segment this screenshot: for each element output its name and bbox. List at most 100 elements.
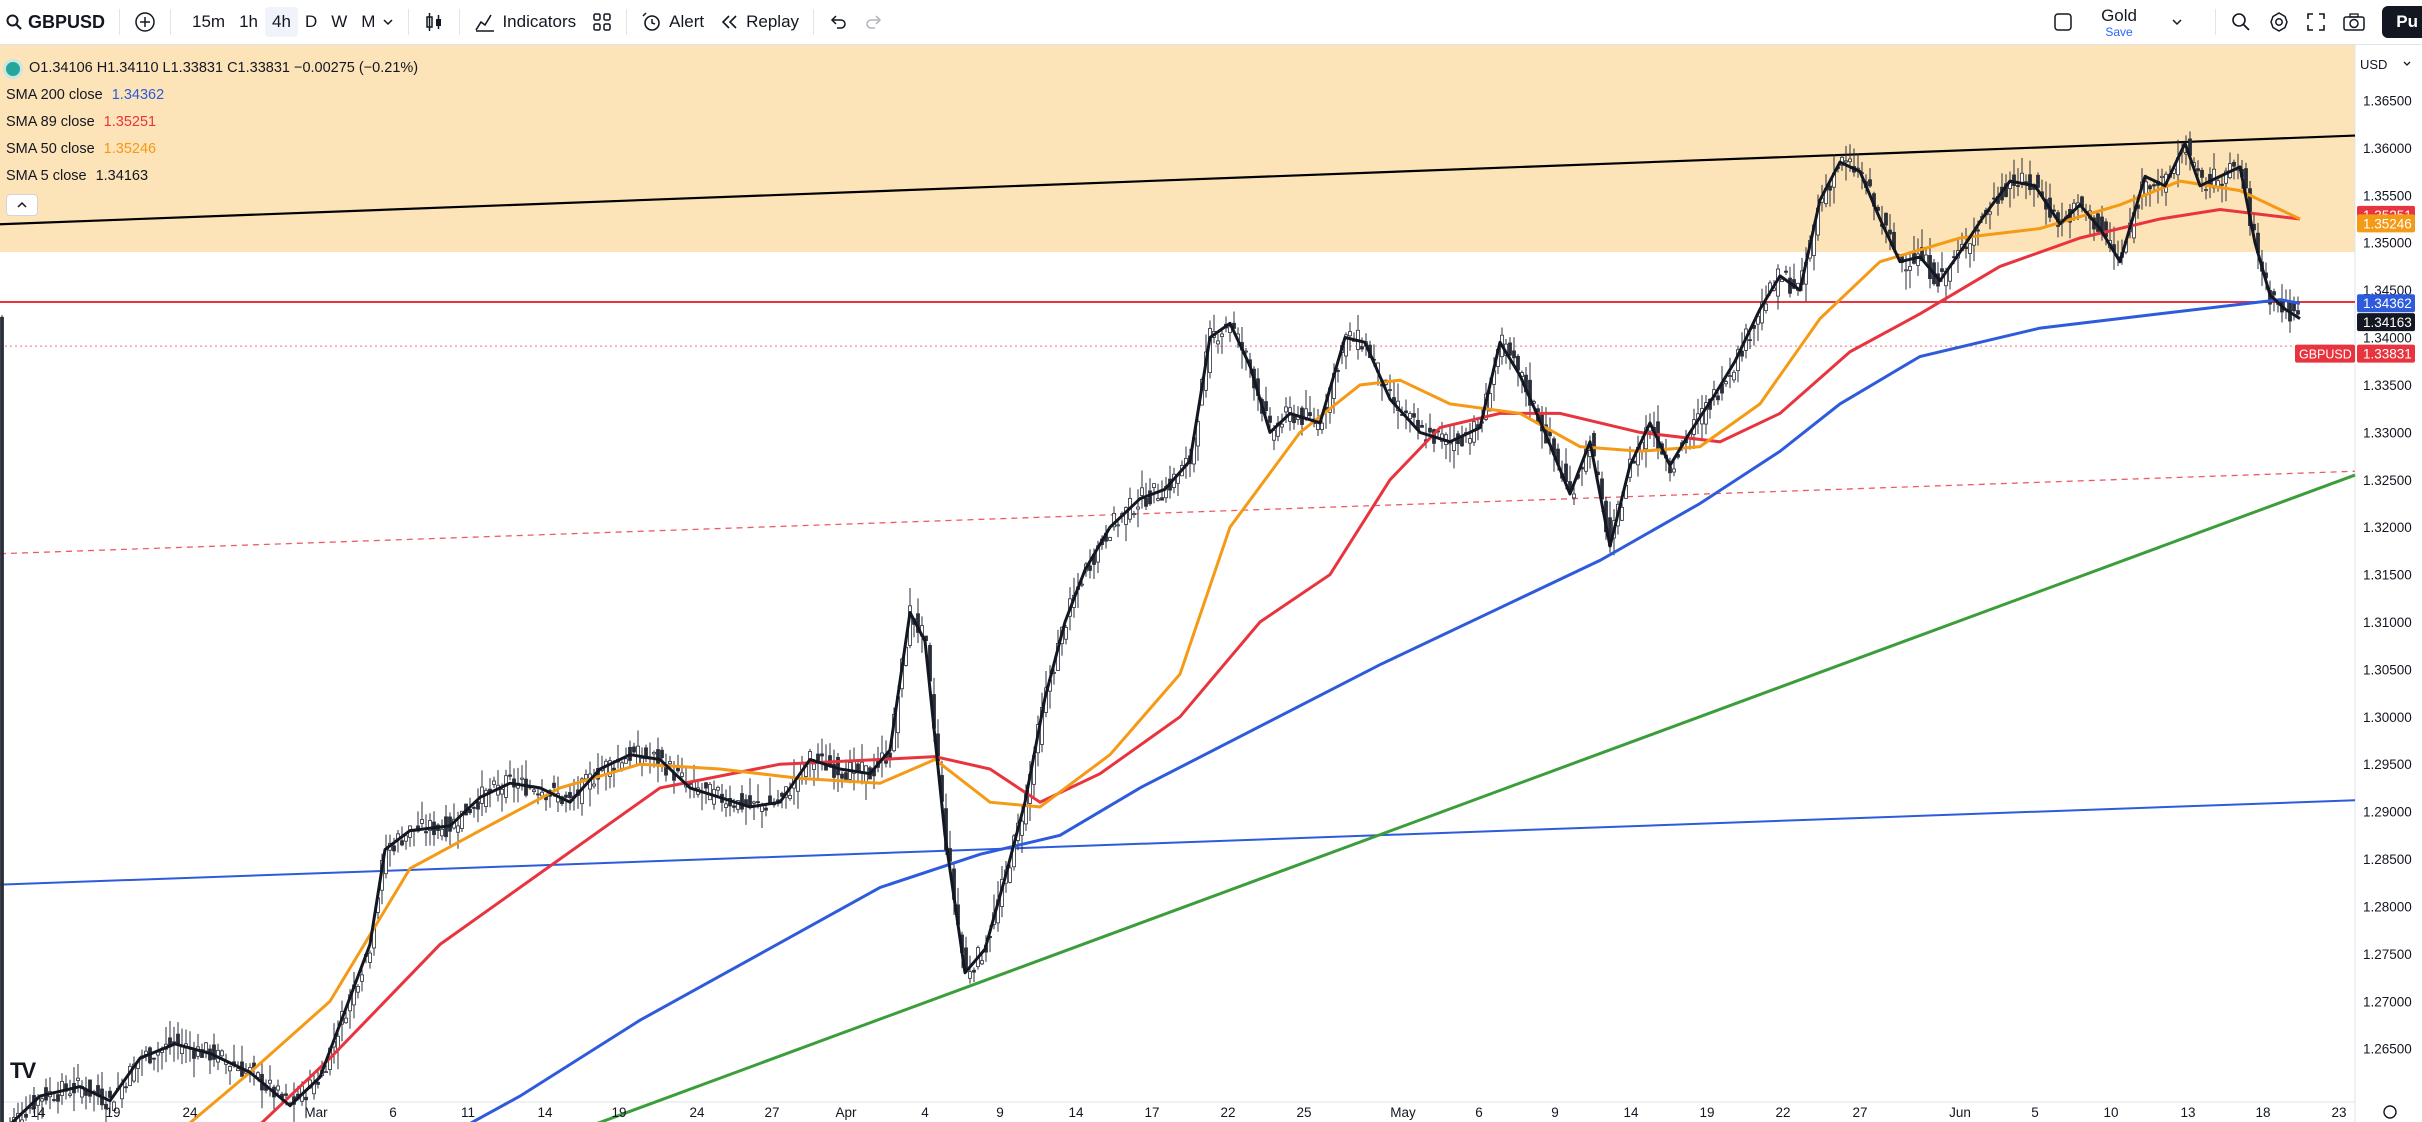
candle-down <box>1336 370 1340 372</box>
candle-down <box>1884 212 1888 226</box>
currency-selector[interactable]: USD <box>2356 51 2416 77</box>
candle-down <box>568 792 572 799</box>
candle-down <box>0 316 4 1122</box>
price-tick-label: 1.29000 <box>2363 805 2412 820</box>
interval-1h[interactable]: 1h <box>239 12 259 31</box>
candle-up <box>624 758 628 764</box>
time-tick-label: 18 <box>2255 1105 2270 1120</box>
time-tick-label: 25 <box>1296 1105 1311 1120</box>
candle-up <box>1908 266 1912 271</box>
blue-trendline <box>0 799 2356 886</box>
candle-down <box>1144 497 1148 507</box>
time-tick-label: 22 <box>1775 1105 1790 1120</box>
alert-button[interactable]: Alert <box>633 0 712 44</box>
tradingview-logo[interactable]: TV <box>10 1058 36 1083</box>
candle-up <box>1152 483 1156 488</box>
candle-down <box>304 1096 308 1101</box>
candle-down <box>424 831 428 834</box>
candle-down <box>676 767 680 772</box>
layouts-button[interactable] <box>584 0 620 44</box>
candle-up <box>680 772 684 777</box>
save-link[interactable]: Save <box>2105 24 2133 39</box>
legend-collapse-button[interactable] <box>6 194 38 216</box>
layout-toggle-button[interactable] <box>2045 0 2081 44</box>
visibility-dot-icon[interactable] <box>6 61 20 76</box>
candle-down <box>840 773 844 779</box>
candle-down <box>732 805 736 808</box>
symbol-tag-label: GBPUSD <box>2299 348 2352 362</box>
interval-m[interactable]: M <box>361 12 376 31</box>
candle-down <box>1412 413 1416 418</box>
candle-up <box>428 820 432 831</box>
indicators-label: Indicators <box>502 12 577 31</box>
undo-button[interactable] <box>820 0 856 44</box>
toolbar-divider <box>813 9 815 35</box>
candle-up <box>1320 422 1324 430</box>
time-tick-label: 11 <box>461 1105 475 1120</box>
price-tick-label: 1.32000 <box>2363 520 2412 535</box>
replay-button[interactable]: Replay <box>712 0 807 44</box>
candle-down <box>2028 174 2032 191</box>
chevron-down-icon <box>2172 19 2182 26</box>
time-tick-label: 9 <box>996 1105 1004 1120</box>
candle-down <box>764 807 768 811</box>
candle-up <box>1904 269 1908 272</box>
rewind-icon <box>721 15 737 29</box>
legend-sma89[interactable]: SMA 89 close 1.35251 <box>6 109 427 136</box>
candle-down <box>2296 310 2300 315</box>
settings-button[interactable] <box>2260 0 2298 44</box>
candle-down <box>972 969 976 973</box>
candle-up <box>500 788 504 795</box>
price-tag: 1.34163 <box>2357 313 2415 332</box>
symbol-search-button[interactable]: GBPUSD <box>0 0 113 44</box>
quick-search-button[interactable] <box>2222 0 2260 44</box>
candle-down <box>552 782 556 788</box>
channel-dashed-line <box>0 470 2356 555</box>
interval-w[interactable]: W <box>331 12 348 31</box>
price-tag-label: 1.35246 <box>2363 216 2412 231</box>
price-tick-label: 1.35000 <box>2363 236 2412 251</box>
sma5-value: 1.34163 <box>95 168 149 184</box>
candle-down <box>704 782 708 789</box>
price-tick-label: 1.28000 <box>2363 899 2412 914</box>
chevron-down-icon <box>2403 61 2411 66</box>
interval-group: 15m 1h 4h D W M <box>177 0 402 44</box>
legend-sma50[interactable]: SMA 50 close 1.35246 <box>6 136 427 163</box>
price-tick-label: 1.35500 <box>2363 188 2412 203</box>
interval-15m[interactable]: 15m <box>192 12 226 31</box>
candle-down <box>820 753 824 757</box>
candle-down <box>200 1049 204 1058</box>
price-chart[interactable]: 1.365001.360001.355001.350001.345001.340… <box>0 45 2422 1122</box>
redo-button[interactable] <box>856 0 892 44</box>
chevron-down-icon[interactable] <box>382 16 394 28</box>
candle-down <box>632 746 636 753</box>
price-tick-label: 1.32500 <box>2363 473 2412 488</box>
candle-up <box>1760 301 1764 324</box>
chart-area[interactable]: 1.36500 1.36000 1.35500 1.35000 1.34500 1.340… <box>0 45 2422 1122</box>
upper-trendline <box>0 134 2356 226</box>
toolbar-divider <box>170 9 172 35</box>
candle-down <box>1828 185 1832 191</box>
interval-d[interactable]: D <box>304 12 318 31</box>
candle-down <box>1668 466 1672 474</box>
snapshot-button[interactable] <box>2334 0 2374 44</box>
compare-symbol-button[interactable] <box>126 0 164 44</box>
candle-down <box>536 793 540 796</box>
interval-4h[interactable]: 4h <box>265 7 298 37</box>
chart-type-button[interactable] <box>415 0 453 44</box>
symbol-label: GBPUSD <box>28 11 106 32</box>
candle-up <box>1348 331 1352 337</box>
watchlist-dropdown[interactable] <box>2163 0 2191 44</box>
indicators-button[interactable]: Indicators <box>466 0 584 44</box>
candle-up <box>404 835 408 842</box>
legend-sma5[interactable]: SMA 5 close 1.34163 <box>6 163 427 190</box>
legend-sma200[interactable]: SMA 200 close 1.34362 <box>6 82 427 109</box>
watchlist-selector[interactable]: Gold Save <box>2101 7 2137 38</box>
candle-up <box>112 1101 116 1111</box>
price-tag-bg <box>2357 294 2415 313</box>
fullscreen-button[interactable] <box>2298 0 2334 44</box>
price-tick-label: 1.27500 <box>2363 947 2412 962</box>
candle-up <box>1136 506 1140 510</box>
candle-up <box>1156 498 1160 501</box>
publish-button[interactable]: Pu <box>2382 6 2422 38</box>
